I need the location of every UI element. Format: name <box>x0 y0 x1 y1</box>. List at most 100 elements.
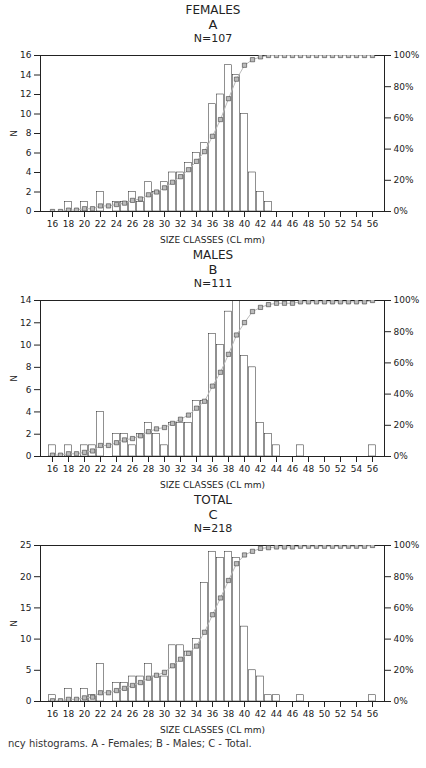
svg-text:38: 38 <box>223 464 235 474</box>
svg-text:24: 24 <box>111 219 123 229</box>
svg-text:30: 30 <box>159 709 171 719</box>
svg-text:5: 5 <box>26 665 32 675</box>
svg-text:28: 28 <box>143 709 155 719</box>
svg-text:14: 14 <box>20 70 32 80</box>
svg-text:16: 16 <box>20 50 32 60</box>
svg-text:50: 50 <box>319 464 331 474</box>
svg-text:50: 50 <box>319 219 331 229</box>
svg-text:16: 16 <box>47 709 59 719</box>
svg-text:4: 4 <box>26 167 32 177</box>
svg-text:20: 20 <box>79 464 91 474</box>
svg-text:48: 48 <box>303 464 315 474</box>
svg-text:20: 20 <box>79 219 91 229</box>
svg-text:80%: 80% <box>394 82 414 92</box>
svg-text:SIZE CLASSES (CL mm): SIZE CLASSES (CL mm) <box>160 480 265 490</box>
svg-text:34: 34 <box>191 464 203 474</box>
svg-text:2: 2 <box>26 429 32 439</box>
svg-text:N: N <box>9 375 19 382</box>
svg-text:42: 42 <box>255 464 266 474</box>
svg-text:40: 40 <box>239 709 251 719</box>
svg-text:N: N <box>9 620 19 627</box>
svg-text:SIZE CLASSES (CL mm): SIZE CLASSES (CL mm) <box>160 725 265 735</box>
svg-text:42: 42 <box>255 709 266 719</box>
svg-text:20: 20 <box>20 572 32 582</box>
svg-text:48: 48 <box>303 219 315 229</box>
svg-text:24: 24 <box>111 709 123 719</box>
svg-text:38: 38 <box>223 219 235 229</box>
svg-text:36: 36 <box>207 219 219 229</box>
svg-text:22: 22 <box>95 219 106 229</box>
svg-text:N: N <box>9 130 19 137</box>
svg-text:0%: 0% <box>394 206 409 216</box>
svg-text:10: 10 <box>20 634 32 644</box>
svg-text:18: 18 <box>63 464 75 474</box>
svg-text:20: 20 <box>79 709 91 719</box>
svg-text:52: 52 <box>335 709 346 719</box>
svg-text:0%: 0% <box>394 696 409 706</box>
svg-text:15: 15 <box>20 603 31 613</box>
svg-text:14: 14 <box>20 295 32 305</box>
svg-text:SIZE CLASSES (CL mm): SIZE CLASSES (CL mm) <box>160 235 265 245</box>
svg-text:32: 32 <box>175 219 186 229</box>
svg-text:56: 56 <box>367 709 379 719</box>
svg-text:56: 56 <box>367 219 379 229</box>
svg-text:4: 4 <box>26 407 32 417</box>
svg-text:20%: 20% <box>394 420 414 430</box>
svg-text:0: 0 <box>26 451 32 461</box>
svg-text:40%: 40% <box>394 144 414 154</box>
svg-text:56: 56 <box>367 464 379 474</box>
svg-text:54: 54 <box>351 709 363 719</box>
svg-text:10: 10 <box>20 109 32 119</box>
svg-text:22: 22 <box>95 709 106 719</box>
svg-text:44: 44 <box>271 219 283 229</box>
svg-text:8: 8 <box>26 128 32 138</box>
svg-text:46: 46 <box>287 219 299 229</box>
svg-text:36: 36 <box>207 464 219 474</box>
svg-text:20%: 20% <box>394 175 414 185</box>
svg-text:80%: 80% <box>394 327 414 337</box>
svg-text:40%: 40% <box>394 634 414 644</box>
svg-text:24: 24 <box>111 464 123 474</box>
svg-text:40: 40 <box>239 464 251 474</box>
svg-text:34: 34 <box>191 219 203 229</box>
svg-text:60%: 60% <box>394 603 414 613</box>
svg-text:10: 10 <box>20 340 32 350</box>
svg-text:30: 30 <box>159 219 171 229</box>
svg-text:0: 0 <box>26 206 32 216</box>
svg-text:52: 52 <box>335 464 346 474</box>
svg-text:54: 54 <box>351 219 363 229</box>
svg-text:18: 18 <box>63 219 75 229</box>
svg-text:44: 44 <box>271 464 283 474</box>
svg-text:50: 50 <box>319 709 331 719</box>
svg-text:44: 44 <box>271 709 283 719</box>
svg-text:0: 0 <box>26 696 32 706</box>
svg-text:100%: 100% <box>394 295 420 305</box>
svg-text:6: 6 <box>26 148 32 158</box>
svg-text:12: 12 <box>20 318 31 328</box>
svg-text:25: 25 <box>20 540 31 550</box>
svg-text:60%: 60% <box>394 358 414 368</box>
svg-text:100%: 100% <box>394 540 420 550</box>
svg-text:16: 16 <box>47 219 59 229</box>
svg-text:2: 2 <box>26 187 32 197</box>
svg-text:28: 28 <box>143 219 155 229</box>
svg-text:80%: 80% <box>394 572 414 582</box>
svg-text:6: 6 <box>26 385 32 395</box>
svg-text:16: 16 <box>47 464 59 474</box>
svg-text:26: 26 <box>127 219 139 229</box>
svg-text:32: 32 <box>175 709 186 719</box>
svg-text:0%: 0% <box>394 451 409 461</box>
svg-text:20%: 20% <box>394 665 414 675</box>
svg-text:40%: 40% <box>394 389 414 399</box>
svg-text:46: 46 <box>287 464 299 474</box>
svg-text:26: 26 <box>127 709 139 719</box>
svg-text:60%: 60% <box>394 113 414 123</box>
svg-text:34: 34 <box>191 709 203 719</box>
svg-text:22: 22 <box>95 464 106 474</box>
svg-text:40: 40 <box>239 219 251 229</box>
svg-text:18: 18 <box>63 709 75 719</box>
svg-text:30: 30 <box>159 464 171 474</box>
svg-text:32: 32 <box>175 464 186 474</box>
svg-text:28: 28 <box>143 464 155 474</box>
svg-text:8: 8 <box>26 362 32 372</box>
